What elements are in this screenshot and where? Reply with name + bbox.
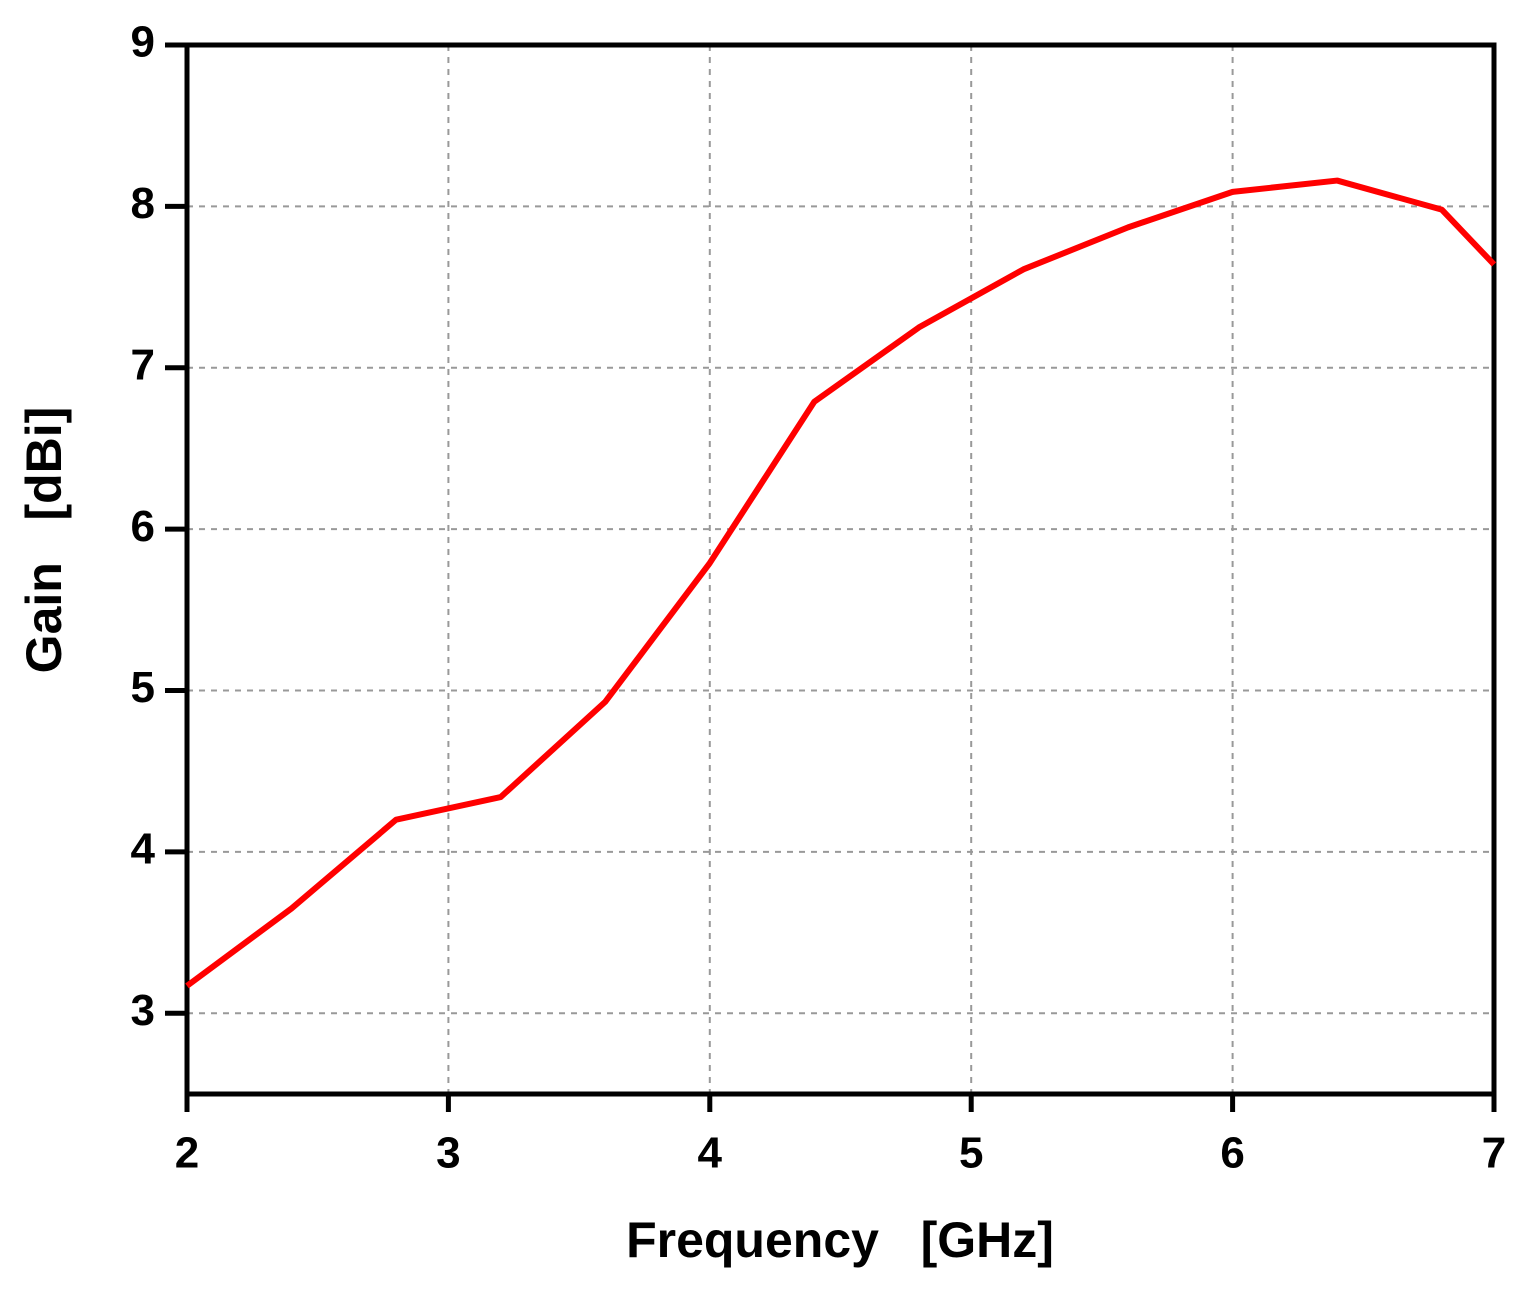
y-tick-label: 6 <box>131 502 155 551</box>
y-tick-label: 7 <box>131 340 155 389</box>
y-tick-label: 5 <box>131 663 155 712</box>
x-tick-label: 7 <box>1482 1129 1506 1178</box>
data-line <box>185 177 1497 989</box>
y-tick-label: 3 <box>131 986 155 1035</box>
y-tick-label: 4 <box>131 825 156 874</box>
x-tick-label: 5 <box>959 1129 983 1178</box>
x-tick-label: 3 <box>436 1129 460 1178</box>
plot-frame <box>184 42 1497 1097</box>
x-axis-label: Frequency [GHz] <box>626 1212 1054 1268</box>
y-tick-label: 9 <box>131 18 155 67</box>
x-tick-label: 6 <box>1220 1129 1244 1178</box>
y-tick-label: 8 <box>131 179 155 228</box>
x-tick-label: 4 <box>698 1129 723 1178</box>
y-axis-label: Gain [dBi] <box>16 407 72 674</box>
x-tick-label: 2 <box>175 1129 199 1178</box>
